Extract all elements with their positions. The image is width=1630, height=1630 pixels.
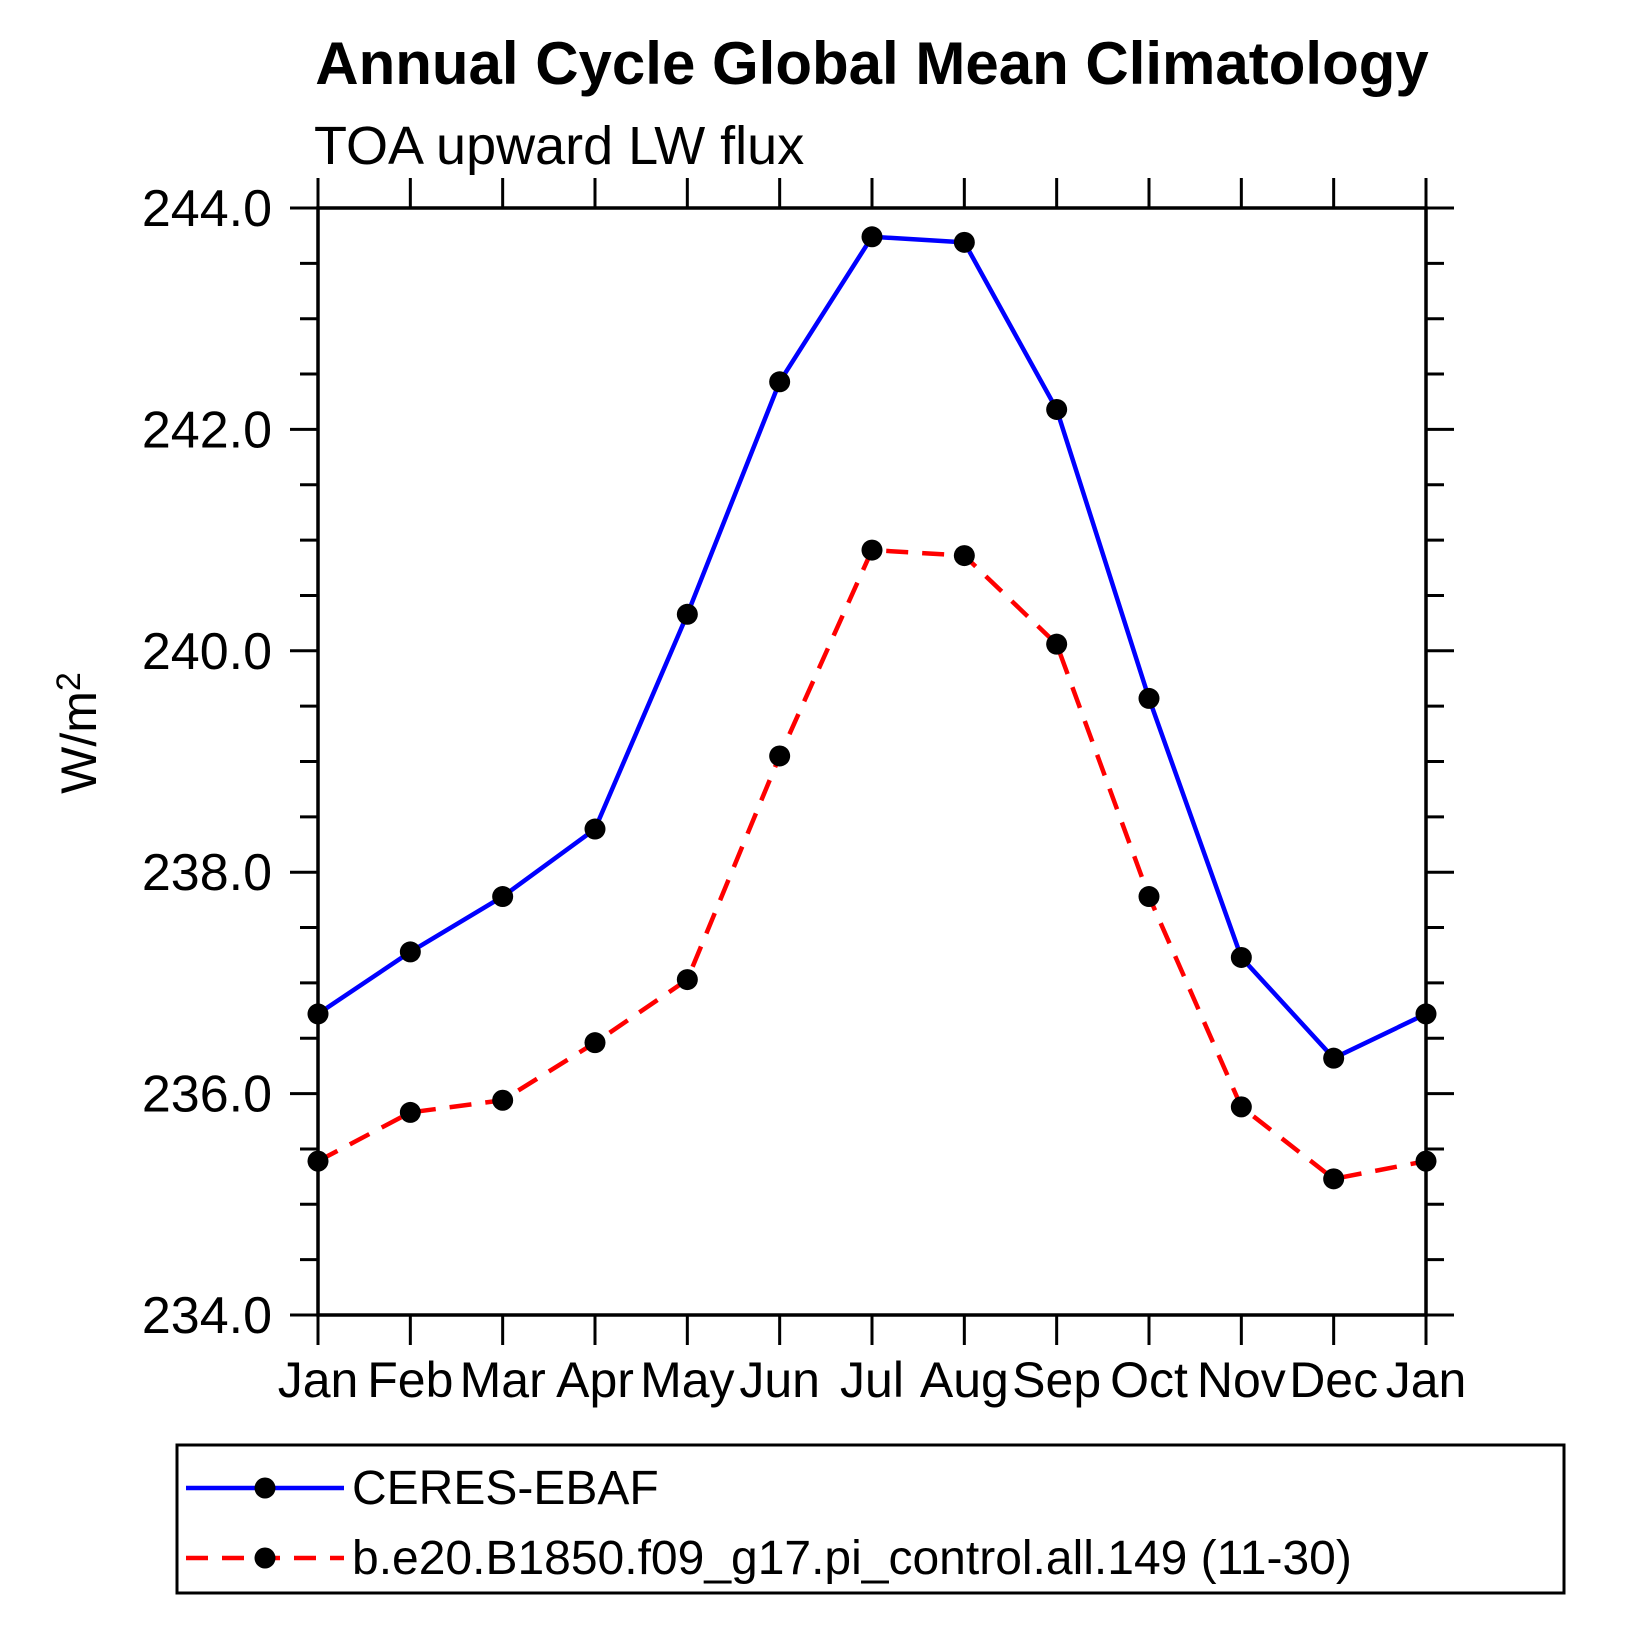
- x-tick-label: Oct: [1110, 1352, 1188, 1408]
- data-point-marker: [492, 1089, 514, 1111]
- y-axis-title-text: W/m2: [50, 672, 107, 794]
- series-lines: [307, 226, 1437, 1190]
- data-point-marker: [1138, 886, 1160, 908]
- data-point-marker: [399, 1101, 421, 1123]
- y-axis-title-superscript: 2: [50, 672, 88, 691]
- legend-marker-ceres: [186, 1477, 344, 1499]
- axis-ticks: [290, 178, 1454, 1345]
- data-point-marker: [676, 603, 698, 625]
- data-point-marker: [1230, 946, 1252, 968]
- x-tick-label: Mar: [460, 1352, 546, 1408]
- y-tick-label: 244.0: [142, 180, 272, 238]
- data-point-marker: [769, 745, 791, 767]
- y-tick-label: 236.0: [142, 1066, 272, 1124]
- data-point-marker: [676, 969, 698, 991]
- data-point-marker: [399, 941, 421, 963]
- legend-point-marker: [254, 1477, 276, 1499]
- y-tick-label: 242.0: [142, 401, 272, 459]
- data-point-marker: [584, 818, 606, 840]
- y-tick-label: 234.0: [142, 1287, 272, 1345]
- x-tick-label: Aug: [920, 1352, 1009, 1408]
- chart-title: Annual Cycle Global Mean Climatology: [315, 30, 1429, 97]
- data-point-marker: [861, 226, 883, 248]
- x-tick-label: Jul: [840, 1352, 904, 1408]
- y-axis-title-base: W/m: [51, 691, 107, 794]
- data-point-marker: [584, 1032, 606, 1054]
- legend-box: [175, 1443, 1566, 1595]
- data-point-marker: [769, 371, 791, 393]
- y-tick-label: 238.0: [142, 844, 272, 902]
- data-point-marker: [492, 886, 514, 908]
- data-point-marker: [1138, 687, 1160, 709]
- y-axis-title: W/m2: [50, 672, 107, 794]
- legend-marker-model: [186, 1547, 344, 1569]
- data-point-marker: [1323, 1047, 1345, 1069]
- x-tick-labels: Jan Feb Mar Apr May Jun Jul Aug Sep Oct Nov Dec Jan: [278, 1352, 1467, 1408]
- data-point-marker: [861, 539, 883, 561]
- data-point-marker: [953, 545, 975, 567]
- x-tick-label: Sep: [1012, 1352, 1101, 1408]
- legend-label-ceres: CERES-EBAF: [352, 1462, 659, 1515]
- data-point-marker: [953, 231, 975, 253]
- x-tick-label: Dec: [1289, 1352, 1378, 1408]
- data-point-marker: [1046, 398, 1068, 420]
- x-tick-label: Jan: [1386, 1352, 1467, 1408]
- legend-label-model: b.e20.B1850.f09_g17.pi_control.all.149 (…: [352, 1532, 1352, 1585]
- x-tick-label: Jan: [278, 1352, 359, 1408]
- y-tick-labels: 244.0 242.0 240.0 238.0 236.0 234.0: [142, 180, 272, 1345]
- data-point-marker: [1046, 633, 1068, 655]
- data-point-marker: [1230, 1096, 1252, 1118]
- plot-box: [316, 206, 1428, 1317]
- x-tick-label: May: [640, 1352, 734, 1408]
- x-tick-label: Feb: [367, 1352, 453, 1408]
- x-tick-label: Apr: [556, 1352, 634, 1408]
- y-tick-label: 240.0: [142, 623, 272, 681]
- chart-subtitle: TOA upward LW flux: [314, 116, 804, 176]
- x-tick-label: Nov: [1197, 1352, 1286, 1408]
- x-tick-label: Jun: [739, 1352, 820, 1408]
- legend-point-marker: [254, 1547, 276, 1569]
- data-point-marker: [1323, 1168, 1345, 1190]
